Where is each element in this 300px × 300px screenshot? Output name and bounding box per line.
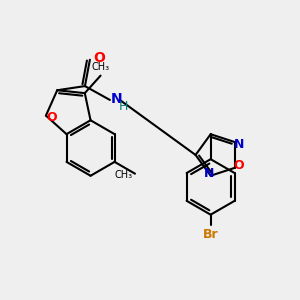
Text: H: H (119, 100, 128, 113)
Text: O: O (234, 159, 244, 172)
Text: O: O (46, 111, 57, 124)
Text: N: N (111, 92, 122, 106)
Text: N: N (203, 167, 214, 180)
Text: N: N (234, 138, 244, 151)
Text: Br: Br (203, 228, 218, 241)
Text: CH₃: CH₃ (92, 62, 110, 72)
Text: CH₃: CH₃ (115, 170, 133, 180)
Text: O: O (93, 51, 105, 65)
